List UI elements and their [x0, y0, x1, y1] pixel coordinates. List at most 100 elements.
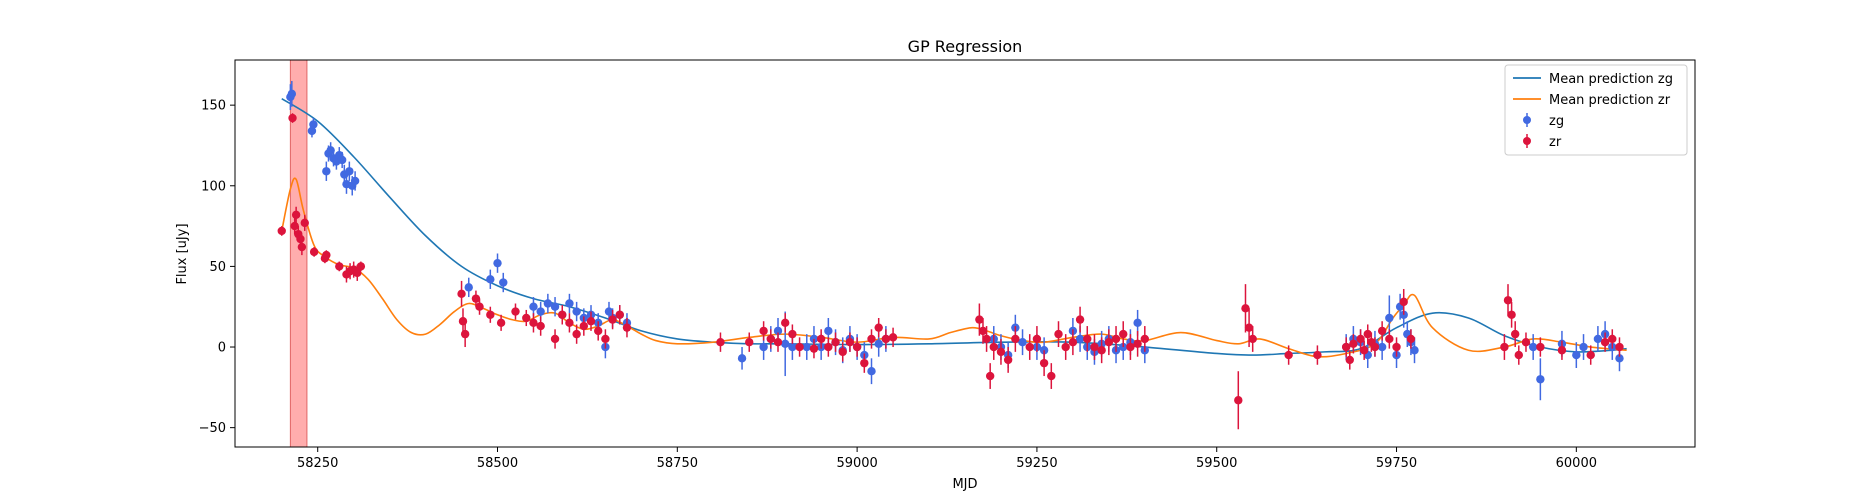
data-point-zr	[550, 334, 560, 344]
data-point-zr	[1090, 342, 1099, 352]
data-point-zr	[1104, 337, 1114, 347]
data-point-zr	[1341, 342, 1351, 352]
data-point-zg	[1536, 375, 1545, 384]
data-point-zr	[788, 329, 797, 339]
y-tick-label: 0	[218, 341, 226, 356]
data-point-zr	[975, 315, 984, 324]
y-tick-label: 50	[209, 260, 226, 275]
data-point-zr	[888, 333, 898, 342]
data-point-zr	[1047, 371, 1056, 381]
series-line-zr	[280, 177, 1627, 358]
data-point-zr	[1068, 337, 1078, 347]
data-point-zr	[759, 326, 768, 336]
data-point-zr	[1119, 329, 1128, 339]
data-point-zr	[1359, 346, 1369, 355]
data-point-zg	[550, 302, 560, 311]
data-point-zr	[529, 318, 538, 328]
data-point-zr	[511, 307, 520, 316]
data-point-zr	[594, 326, 603, 336]
x-tick-label: 59500	[1196, 456, 1237, 471]
data-point-zr	[1248, 334, 1257, 344]
data-point-zg	[543, 299, 553, 308]
data-point-zr	[565, 318, 574, 328]
data-point-zr	[1399, 297, 1408, 307]
data-point-zg	[493, 258, 502, 268]
data-point-zr	[989, 342, 998, 352]
data-point-zr	[1244, 323, 1254, 332]
data-point-zr	[745, 337, 754, 347]
data-point-zg	[604, 307, 614, 316]
data-point-zg	[287, 89, 297, 99]
data-point-zr	[572, 329, 581, 339]
data-point-zr	[1536, 342, 1545, 352]
data-point-zg	[345, 167, 354, 176]
data-point-zr	[985, 371, 995, 381]
data-point-zr	[1140, 334, 1150, 344]
legend-label: Mean prediction zg	[1549, 72, 1673, 87]
data-point-zr	[852, 342, 862, 352]
data-point-zg	[529, 302, 538, 311]
x-tick-label: 58250	[297, 456, 338, 471]
data-point-zr	[1126, 342, 1135, 352]
data-point-zr	[1349, 339, 1358, 348]
data-point-zg	[788, 342, 797, 352]
y-tick-label: 150	[201, 99, 226, 114]
y-tick-label: −50	[199, 421, 226, 436]
data-point-zr	[1392, 342, 1401, 352]
legend-marker-swatch	[1523, 116, 1531, 124]
data-point-zr	[622, 323, 632, 332]
data-point-zr	[322, 250, 331, 260]
data-point-zr	[1025, 342, 1034, 352]
series-line-zg	[281, 98, 1627, 356]
data-point-zg	[322, 167, 331, 176]
data-point-zg	[1528, 342, 1538, 352]
data-point-zr	[1500, 342, 1509, 352]
data-point-zr	[1385, 334, 1394, 344]
data-point-zr	[615, 310, 624, 319]
data-point-zg	[737, 354, 747, 363]
data-point-zr	[288, 113, 297, 123]
data-point-zr	[1039, 358, 1049, 368]
data-point-zr	[780, 318, 790, 328]
x-axis-label: MJD	[952, 477, 977, 492]
data-point-zr	[1133, 339, 1142, 348]
data-point-zr	[1083, 334, 1092, 344]
data-point-zr	[486, 310, 495, 319]
data-point-zr	[1234, 396, 1243, 405]
data-point-zr	[1406, 334, 1416, 344]
y-axis-label: Flux [uJy]	[175, 223, 190, 284]
data-point-zr	[335, 262, 344, 271]
x-tick-label: 58750	[657, 456, 698, 471]
data-point-zr	[1507, 310, 1516, 319]
data-point-zr	[809, 344, 819, 353]
y-tick-label: 100	[201, 179, 226, 194]
data-point-zg	[1133, 318, 1142, 328]
x-tick-label: 59750	[1376, 456, 1417, 471]
data-point-zg	[337, 155, 347, 165]
data-point-zg	[350, 176, 360, 186]
data-point-zg	[486, 275, 495, 284]
data-point-zr	[1075, 315, 1085, 324]
data-point-zr	[496, 318, 506, 328]
x-tick-label: 59250	[1016, 456, 1057, 471]
data-point-zr	[522, 313, 531, 323]
data-point-zg	[565, 299, 574, 308]
data-point-zg	[773, 326, 783, 336]
data-point-zr	[601, 334, 610, 344]
data-point-zg	[759, 342, 768, 352]
data-point-zr	[1003, 355, 1013, 365]
data-point-zr	[831, 337, 840, 347]
x-tick-label: 60000	[1556, 456, 1597, 471]
data-point-zg	[874, 339, 883, 348]
data-point-zg	[809, 334, 819, 344]
data-point-zr	[290, 221, 299, 231]
data-point-zr	[1061, 342, 1070, 352]
data-point-zr	[1097, 346, 1106, 355]
data-point-zr	[1514, 350, 1523, 360]
data-point-zr	[1521, 337, 1531, 347]
legend-label: Mean prediction zr	[1549, 93, 1671, 108]
data-point-zr	[300, 218, 309, 228]
data-point-zr	[277, 226, 286, 236]
data-point-zr	[1356, 334, 1365, 344]
data-point-zg	[1572, 350, 1581, 360]
